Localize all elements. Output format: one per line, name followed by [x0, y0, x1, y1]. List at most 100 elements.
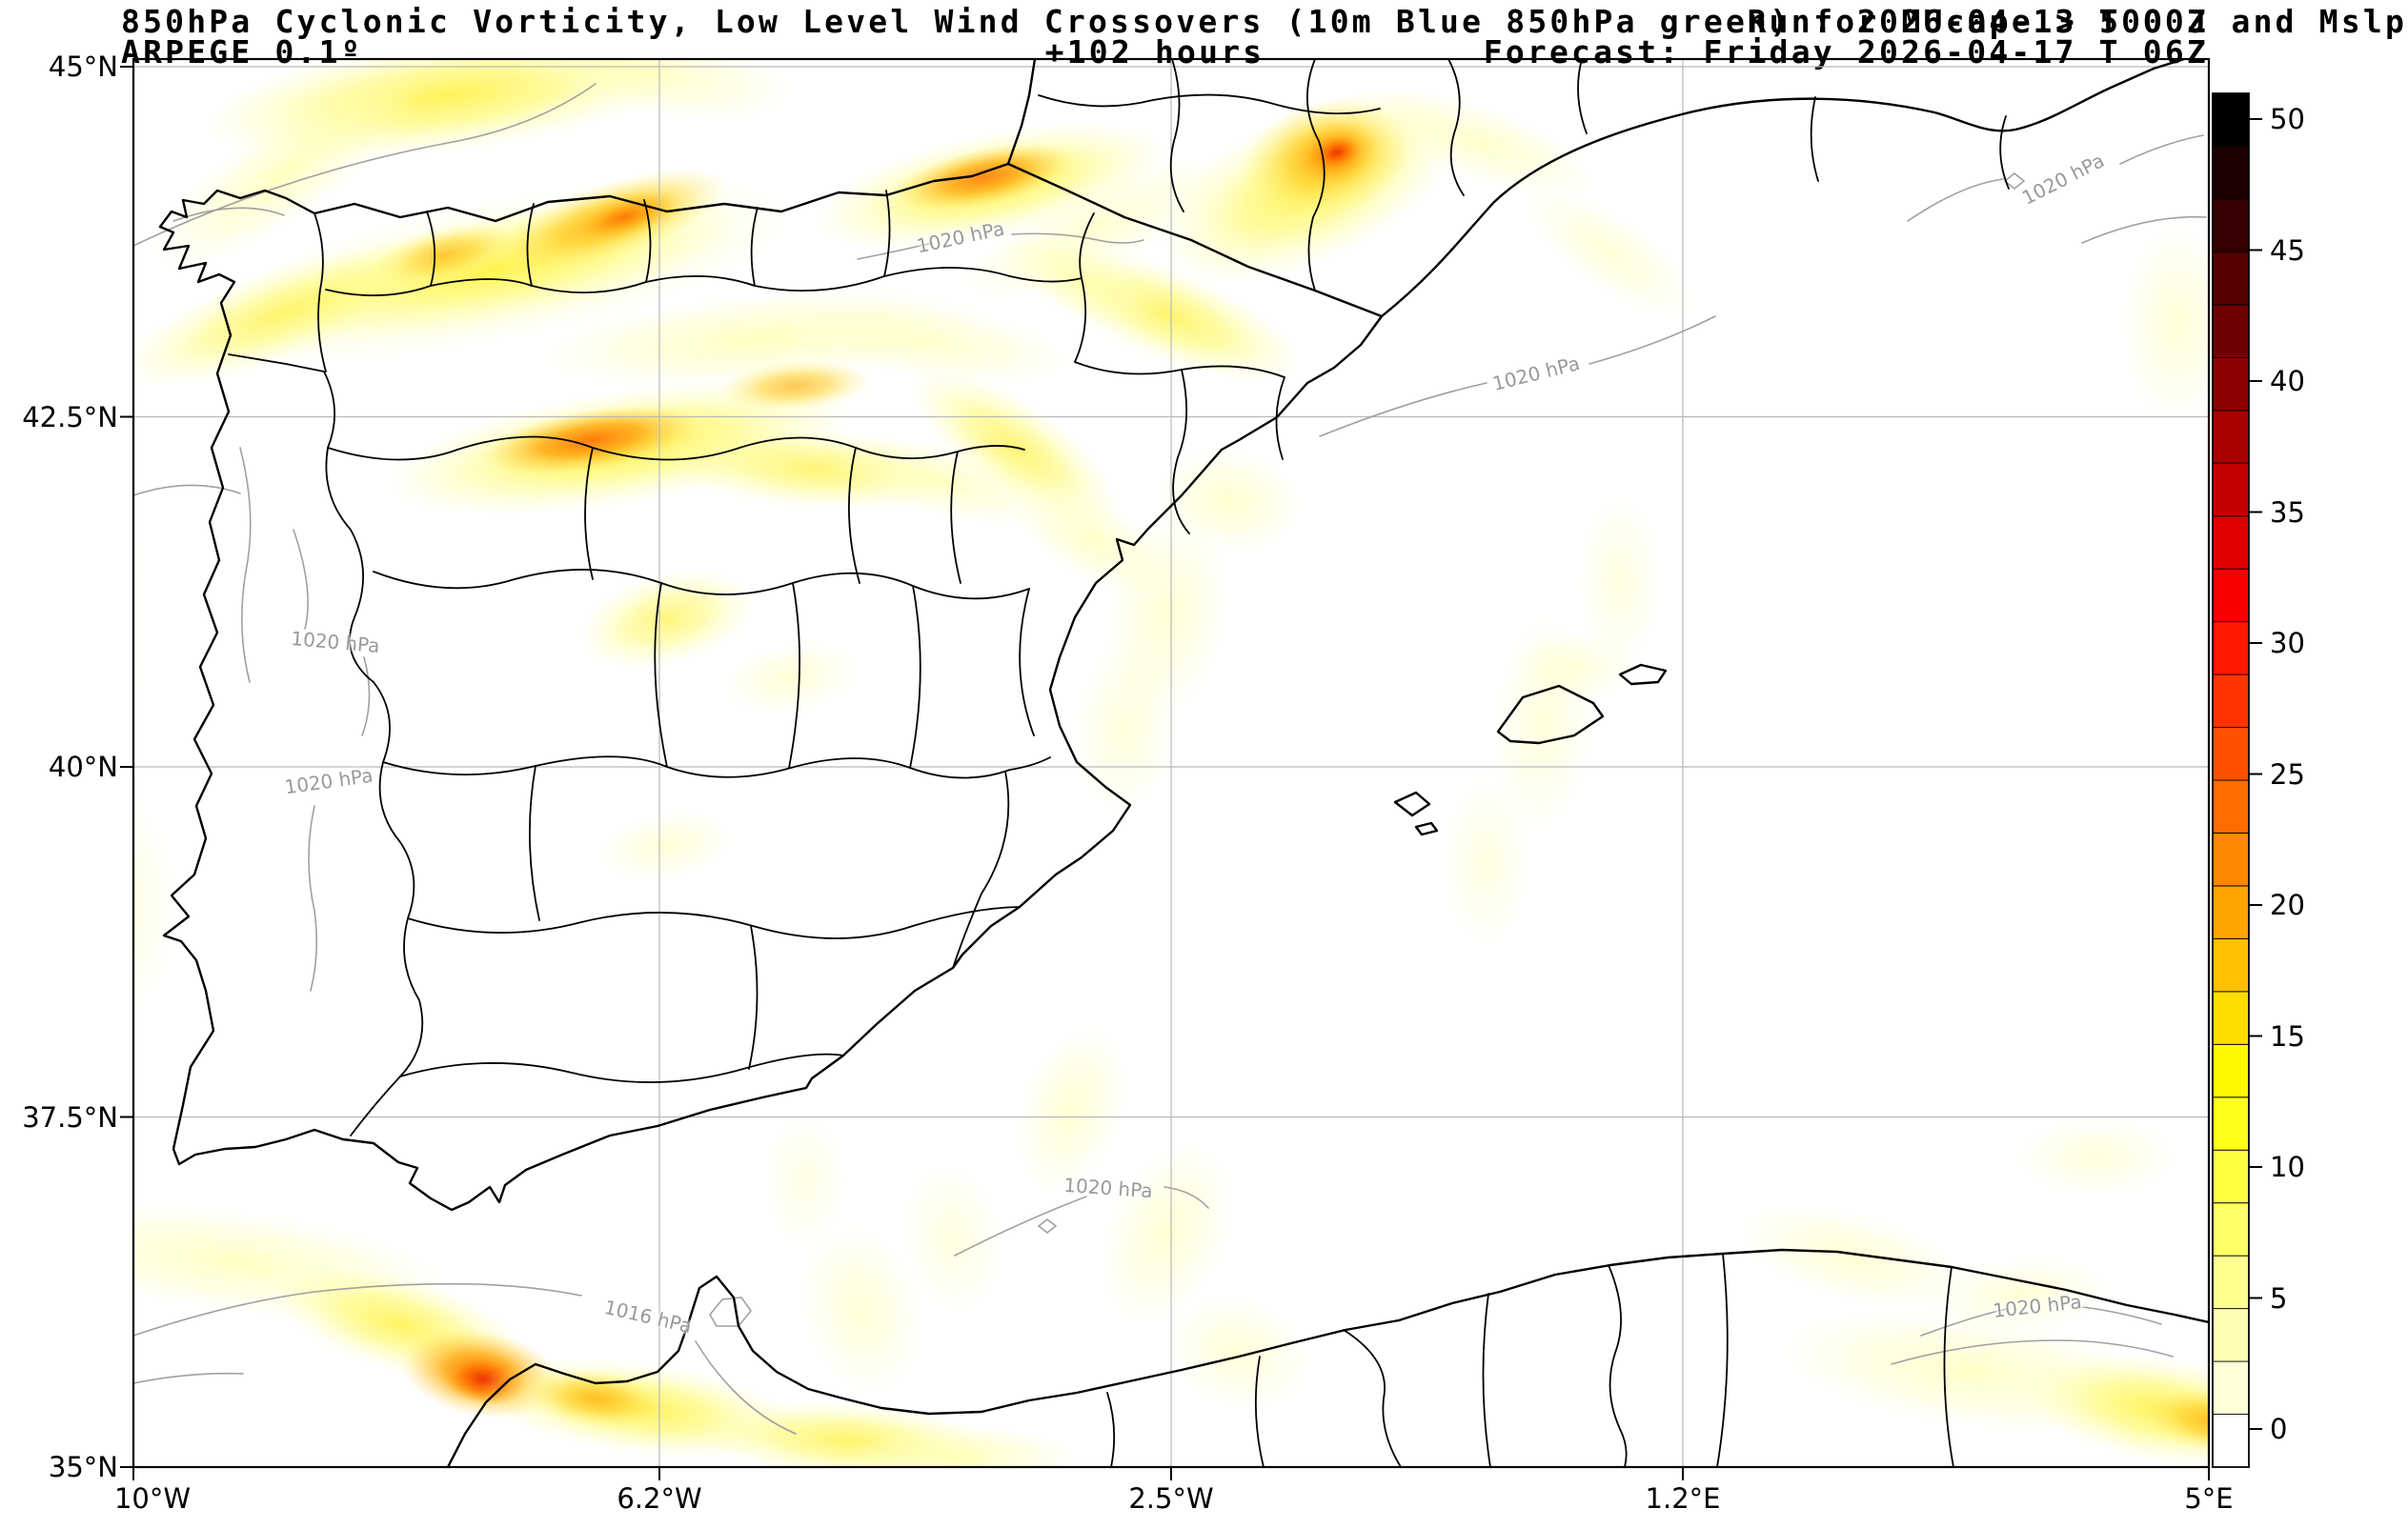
- contour-marker-diamond: [2003, 171, 2026, 191]
- lat-tick-label: 35°N: [48, 1451, 118, 1483]
- heat-blob: [596, 810, 739, 882]
- africa-coast: [446, 1248, 2209, 1467]
- coastline-boundary-layer: [158, 59, 2209, 1467]
- heat-blob: [2139, 1387, 2209, 1456]
- heat-blob: [848, 1424, 1077, 1467]
- colorbar-segment: [2212, 1308, 2250, 1362]
- ibiza: [1393, 791, 1431, 817]
- heat-blob: [895, 143, 1074, 211]
- lat-tick-label: 45°N: [48, 50, 118, 83]
- lead-time-label: +102 hours: [1044, 33, 1265, 70]
- colorbar-segment: [2212, 1096, 2250, 1151]
- colorbar-segment: [2212, 568, 2250, 623]
- heat-blob: [497, 59, 799, 122]
- colorbar-tick-label: 35: [2270, 495, 2305, 529]
- heat-blob: [1522, 184, 1699, 321]
- colorbar-segment: [2212, 1360, 2250, 1415]
- colorbar-segment: [2212, 92, 2250, 147]
- heat-blob: [150, 70, 422, 272]
- lon-tick-label: 6.2°W: [617, 1482, 702, 1515]
- colorbar-segment: [2212, 1202, 2250, 1257]
- colorbar-tick-label: 20: [2270, 889, 2305, 921]
- colorbar-segment: [2212, 991, 2250, 1045]
- heat-blob: [569, 191, 679, 244]
- france-atlantic-coast: [1006, 59, 1037, 166]
- colorbar-segment: [2212, 1149, 2250, 1204]
- province-borders-layer: [228, 59, 2010, 1467]
- heat-blob: [524, 1368, 667, 1429]
- colorbar-segment: [2212, 462, 2250, 517]
- colorbar-segment: [2212, 251, 2250, 306]
- colorbar-tick-label: 45: [2270, 233, 2305, 267]
- heat-blob: [133, 788, 181, 1022]
- lon-tick-label: 1.2°E: [1645, 1482, 1721, 1515]
- colorbar-outline: [2212, 92, 2250, 1468]
- figure-title: 850hPa Cyclonic Vorticity, Low Level Win…: [121, 3, 2408, 40]
- colorbar-segment: [2212, 356, 2250, 412]
- france-med-coast: [1380, 59, 2186, 318]
- heat-blob: [133, 241, 443, 388]
- lon-tick-label: 5°E: [2184, 1482, 2234, 1515]
- colorbar-segment: [2212, 410, 2250, 464]
- iberia-north-coast: [158, 162, 1010, 229]
- heat-blob: [1925, 1257, 2115, 1335]
- colorbar-segment: [2212, 146, 2250, 200]
- mallorca: [1496, 684, 1605, 745]
- closed-isobar-loop: [709, 1297, 753, 1327]
- colorbar-segment: [2212, 885, 2250, 939]
- lon-tick-label: 2.5°W: [1128, 1482, 1214, 1515]
- heat-blob: [719, 640, 862, 716]
- heat-blob: [1365, 87, 1599, 199]
- colorbar-tick-label: 30: [2270, 627, 2305, 659]
- colorbar-segment: [2212, 304, 2250, 358]
- colorbar-segment: [2212, 1255, 2250, 1310]
- colorbar-tick-label: 0: [2270, 1413, 2288, 1445]
- iberia-coast: [158, 225, 1384, 1212]
- heat-blob: [482, 405, 699, 475]
- heat-blob: [1071, 638, 1178, 819]
- colorbar-segment: [2212, 833, 2250, 887]
- heat-blob: [1097, 1138, 1238, 1329]
- heat-blob: [792, 300, 1076, 386]
- vorticity-heatmap-layer: [133, 59, 2209, 1467]
- model-run-label: Run: 2026-04-13 T 00Z: [1747, 3, 2209, 40]
- heat-blob: [719, 360, 872, 412]
- lon-tick-label: 10°W: [113, 1482, 192, 1515]
- lat-tick-label: 37.5°N: [22, 1100, 118, 1134]
- heat-blob: [1015, 1022, 1129, 1197]
- heat-blob: [1312, 134, 1362, 171]
- forecast-valid-label: Forecast: Friday 2026-04-17 T 06Z: [1483, 33, 2209, 70]
- heat-blob: [1577, 491, 1663, 672]
- colorbar-segment: [2212, 515, 2250, 570]
- colorbar-segment: [2212, 198, 2250, 252]
- colorbar-segment: [2212, 779, 2250, 834]
- graticule-layer: [133, 59, 2209, 1467]
- colorbar-tick-label: 25: [2270, 757, 2305, 791]
- heat-blob: [1164, 1293, 1313, 1413]
- colorbar-tick-label: 40: [2270, 365, 2305, 397]
- colorbar-segment: [2212, 621, 2250, 675]
- colorbar-segment: [2212, 727, 2250, 781]
- colorbar-segment: [2212, 1414, 2250, 1468]
- colorbar-tick-label: 50: [2270, 103, 2305, 135]
- heat-blob: [899, 1157, 1007, 1319]
- heat-blob: [832, 436, 1055, 526]
- heat-blob: [1732, 1203, 1974, 1312]
- heat-blob: [798, 1220, 927, 1399]
- colorbar-segment: [2212, 937, 2250, 993]
- lat-tick-label: 42.5°N: [22, 400, 118, 433]
- lat-tick-label: 40°N: [48, 751, 118, 783]
- heat-blob: [1441, 772, 1532, 953]
- colorbar-tick-label: 5: [2270, 1281, 2288, 1315]
- colorbar-tick-label: 15: [2270, 1019, 2305, 1053]
- axis-tick-marks: [120, 66, 2210, 1480]
- menorca: [1618, 663, 1668, 686]
- colorbar-segment: [2212, 674, 2250, 728]
- colorbar: [2212, 92, 2262, 1468]
- heat-blob: [1515, 631, 1639, 703]
- colorbar-segment: [2212, 1043, 2250, 1098]
- heat-blob: [133, 509, 151, 730]
- heat-blob: [2011, 1117, 2182, 1197]
